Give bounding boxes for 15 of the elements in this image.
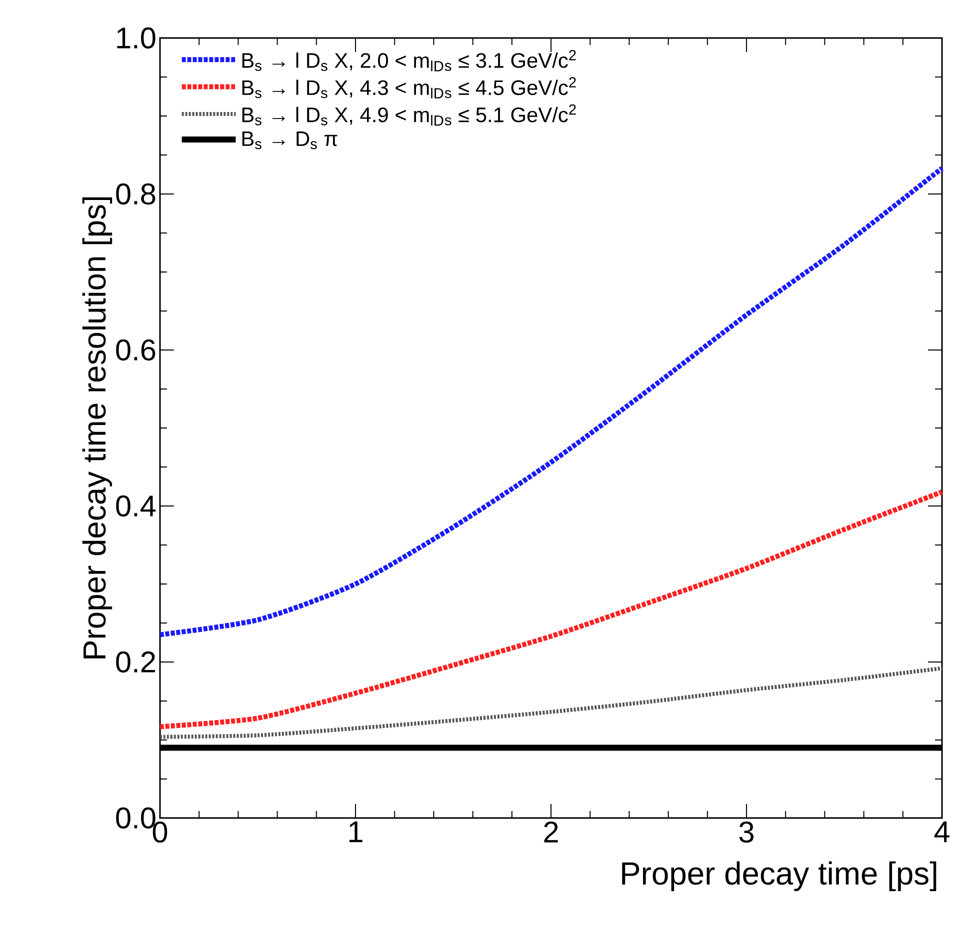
legend-label: B$_{s}$ → l D$_{s}$ X, 4.9 < m$_{lDs}$ ≤ 5.1 GeV/c$^{2}$ xyxy=(242,104,576,126)
x-tick-label: 2 xyxy=(544,822,558,842)
y-tick-label: 0.4 xyxy=(116,495,156,517)
y-tick-label: 0.8 xyxy=(116,183,156,205)
x-tick-label: 4 xyxy=(934,822,950,842)
y-tick-label: 1.0 xyxy=(117,27,156,49)
legend-label: B$_{s}$ → l D$_{s}$ X, 2.0 < m$_{lDs}$ ≤ 3.1 GeV/c$^{2}$ xyxy=(242,50,576,72)
x-tick-label: 1 xyxy=(349,822,362,842)
y-axis-title: Proper decay time resolution [ps] xyxy=(82,197,112,658)
y-tick-label: 0.2 xyxy=(116,651,155,673)
x-tick-label: 3 xyxy=(739,822,754,843)
legend-label: B$_{s}$ → l D$_{s}$ X, 4.3 < m$_{lDs}$ ≤ 4.5 GeV/c$^{2}$ xyxy=(242,77,576,98)
x-axis-title: Proper decay time [ps] xyxy=(622,861,936,892)
y-tick-label: 0.6 xyxy=(116,339,156,361)
legend-label: B$_{s}$ → D$_{s}$ π xyxy=(242,132,338,150)
